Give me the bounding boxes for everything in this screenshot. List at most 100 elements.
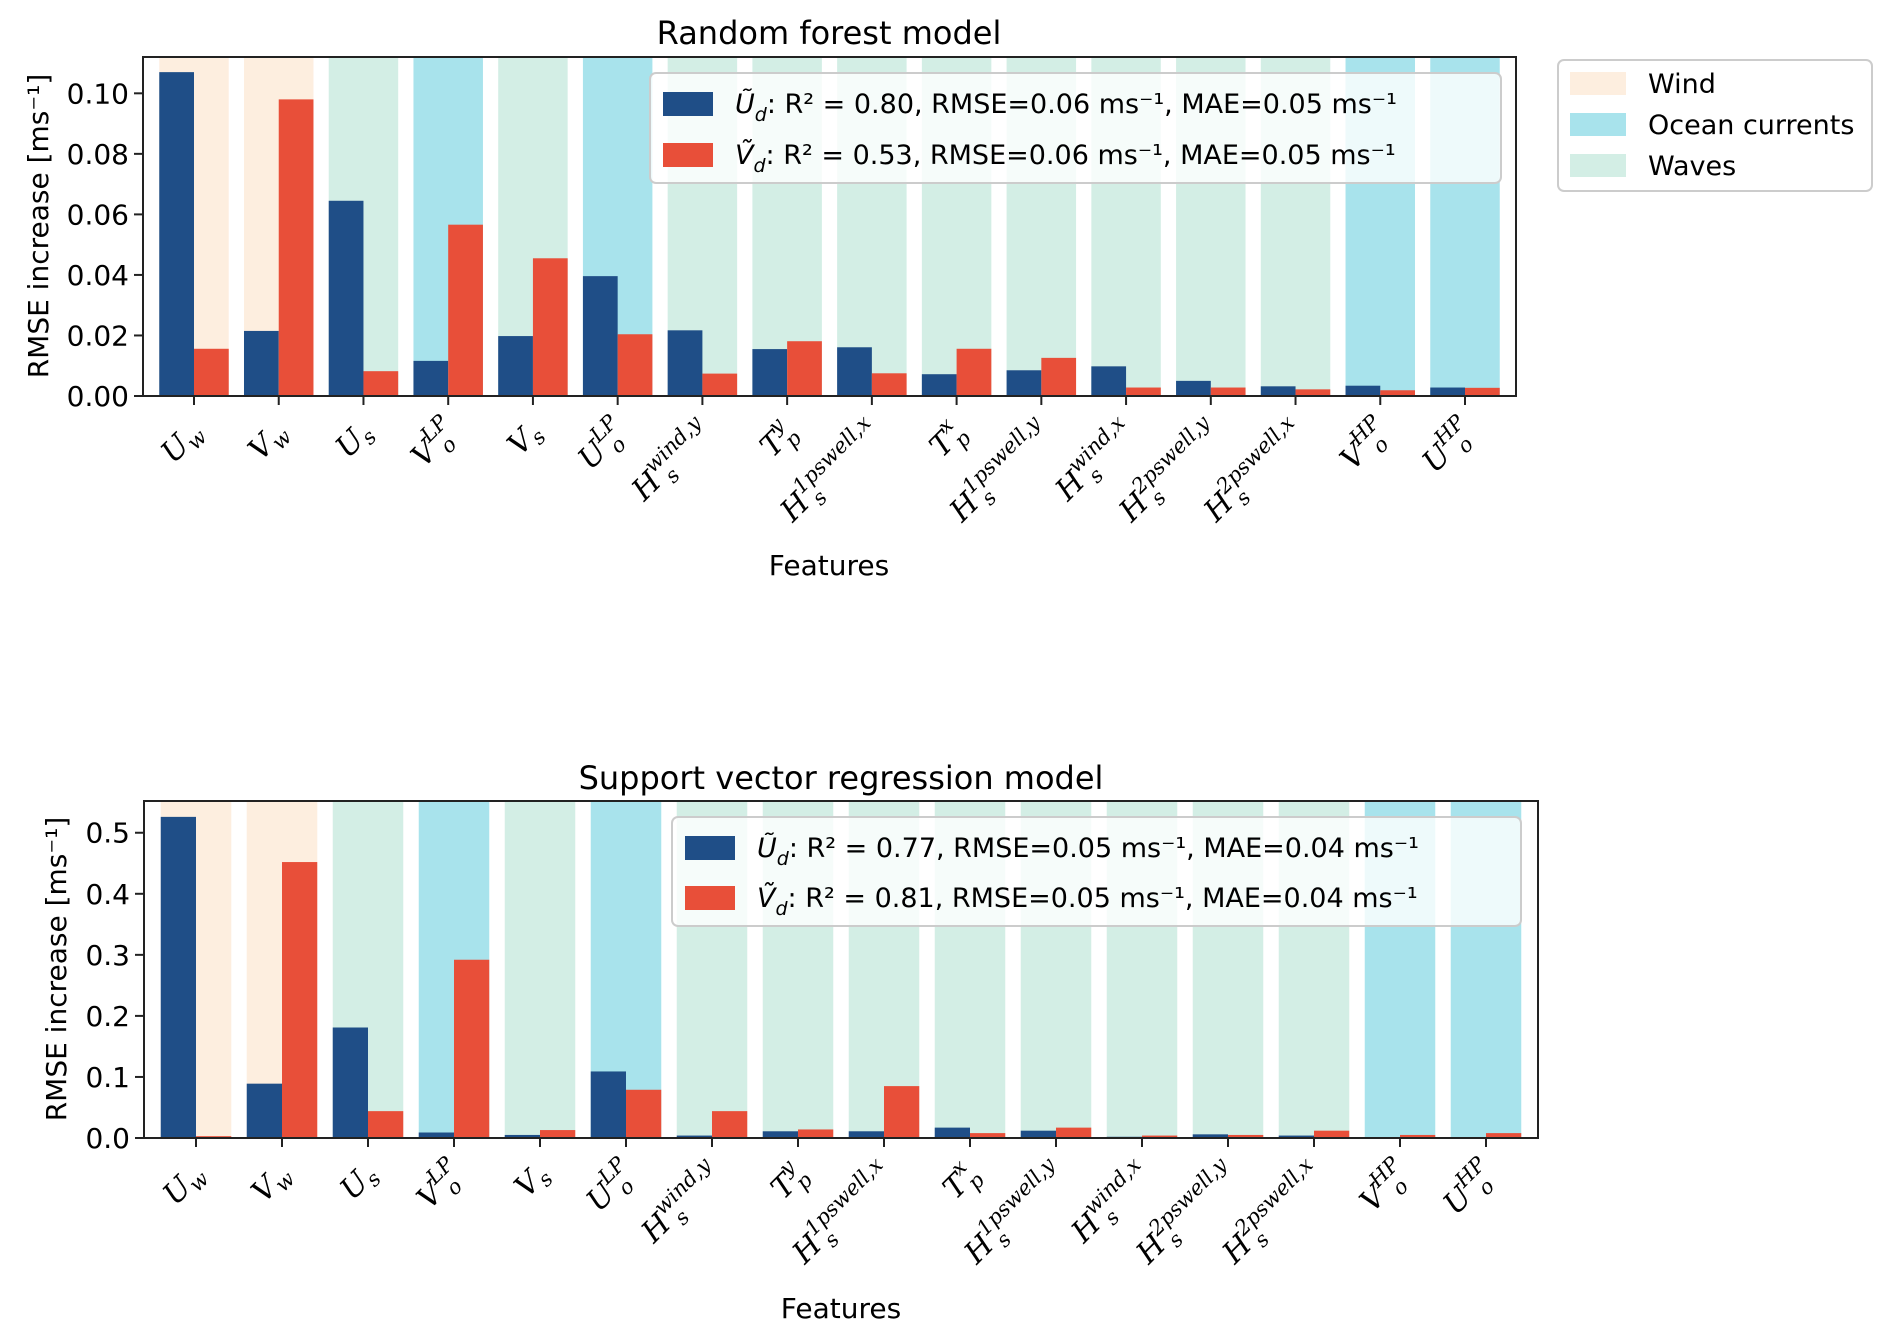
legend-swatch-u <box>663 92 713 116</box>
x-tick-label: VLPo <box>400 409 468 477</box>
bar-v-d <box>454 959 490 1138</box>
category-legend-frame <box>1557 59 1873 192</box>
y-tick-label: 0.00 <box>67 380 129 413</box>
bar-u-d <box>848 1131 884 1138</box>
bar-u-d <box>921 374 957 396</box>
bar-u-d <box>1192 1134 1228 1138</box>
y-tick-label: 0.4 <box>85 878 130 911</box>
y-tick-label: 0.2 <box>85 1000 130 1033</box>
x-axis-label: Features <box>769 549 889 582</box>
x-tick-label: ULPo <box>567 409 638 480</box>
y-tick-label: 0.3 <box>85 939 130 972</box>
y-tick-label: 0.5 <box>85 817 130 850</box>
bar-v-d <box>278 99 314 396</box>
chart-title: Support vector regression model <box>579 759 1104 797</box>
x-tick-label: VLPo <box>406 1151 474 1219</box>
bar-u-d <box>676 1135 712 1138</box>
bar-v-d <box>1486 1133 1522 1138</box>
y-tick-label: 0.0 <box>85 1122 130 1155</box>
bar-v-d <box>1314 1130 1350 1138</box>
bar-v-d <box>194 348 229 396</box>
bar-v-d <box>368 1111 404 1138</box>
series-legend: Ũd: R² = 0.77, RMSE=0.05 ms⁻¹, MAE=0.04 … <box>671 816 1522 927</box>
y-tick-label: 0.1 <box>85 1061 130 1094</box>
bar-v-d <box>702 373 738 396</box>
x-tick-label: Us <box>329 415 382 468</box>
x-tick-label: Uw <box>154 415 211 472</box>
bar-u-d <box>243 330 279 396</box>
bar-u-d <box>246 1083 282 1138</box>
legend-label-v: Ṽd: R² = 0.81, RMSE=0.05 ms⁻¹, MAE=0.04… <box>757 882 1418 920</box>
bar-u-d <box>1176 380 1211 396</box>
chart-title: Random forest model <box>657 14 1002 52</box>
bar-u-d <box>1020 1130 1056 1138</box>
x-tick-label: Vw <box>245 1157 300 1212</box>
legend-frame <box>649 72 1502 184</box>
bars <box>160 816 1522 1138</box>
bar-v-d <box>532 258 568 396</box>
bar-v-d <box>884 1086 920 1138</box>
legend-swatch-v <box>663 143 713 167</box>
x-axis: Uw Vw Us VLPo Vs ULPo Hwind,ys TypH1pswell,x… <box>156 1138 1499 1272</box>
bar-v-d <box>1056 1127 1092 1138</box>
bar-u-d <box>413 360 449 396</box>
legend-label-u: Ũd: R² = 0.77, RMSE=0.05 ms⁻¹, MAE=0.04 … <box>757 832 1419 870</box>
legend-label-waves: Waves <box>1648 151 1736 182</box>
x-tick-label: Typ <box>760 1153 817 1210</box>
chart-support-vector-regression: Support vector regression model 0.0 0.1 0.… <box>40 759 1539 1325</box>
bar-v-d <box>1400 1134 1436 1138</box>
x-tick-label: Vw <box>242 415 297 470</box>
y-axis-label: RMSE increase [ms⁻¹] <box>22 74 55 379</box>
legend-swatch-ocean-currents <box>1570 113 1626 136</box>
y-tick-label: 0.08 <box>67 138 129 171</box>
bar-v-d <box>617 334 653 396</box>
x-tick-label: Hwind,ys <box>630 1152 732 1254</box>
category-legend: Wind Ocean currents Waves <box>1557 59 1873 192</box>
legend-label-u: Ũd: R² = 0.80, RMSE=0.06 ms⁻¹, MAE=0.05 … <box>735 88 1397 126</box>
y-tick-label: 0.02 <box>67 319 129 352</box>
category-band-waves <box>504 801 576 1138</box>
y-axis-label: RMSE increase [ms⁻¹] <box>40 817 73 1122</box>
bar-u-d <box>498 336 533 396</box>
y-tick-label: 0.10 <box>67 77 129 110</box>
x-tick-label: Vs <box>501 415 551 465</box>
bar-u-d <box>332 1027 368 1138</box>
x-tick-label: UHPo <box>1411 409 1485 483</box>
x-tick-label: Us <box>333 1157 386 1210</box>
series-legend: Ũd: R² = 0.80, RMSE=0.06 ms⁻¹, MAE=0.05 … <box>649 72 1502 184</box>
y-tick-label: 0.06 <box>67 198 129 231</box>
x-tick-label: VHPo <box>1349 1151 1420 1222</box>
bar-u-d <box>582 276 618 396</box>
bar-v-d <box>798 1129 834 1138</box>
bar-u-d <box>934 1127 970 1138</box>
bar-v-d <box>282 862 318 1138</box>
plot-frame <box>142 56 1517 397</box>
bar-u-d <box>418 1132 454 1138</box>
legend-swatch-wind <box>1570 72 1626 95</box>
y-tick-label: 0.04 <box>67 259 129 292</box>
bar-u-d <box>667 330 703 396</box>
chart-random-forest: Random forest model 0.00 0.02 0.04 0.06 0.08… <box>22 14 1517 582</box>
bar-v-d <box>626 1089 662 1138</box>
bar-u-d <box>590 1071 626 1138</box>
bar-v-d <box>363 371 399 396</box>
x-tick-label: Uw <box>156 1157 213 1214</box>
bar-u-d <box>159 72 194 397</box>
x-tick-label: VHPo <box>1329 409 1400 480</box>
x-tick-label: Txp <box>932 1153 989 1210</box>
bar-u-d <box>837 347 872 396</box>
bar-v-d <box>1142 1135 1178 1138</box>
bar-v-d <box>787 341 822 396</box>
bar-u-d <box>1091 366 1127 396</box>
legend-swatch-waves <box>1570 154 1626 177</box>
bar-v-d <box>1295 389 1331 396</box>
bar-v-d <box>1380 390 1416 396</box>
bar-v-d <box>1210 387 1246 396</box>
legend-label-wind: Wind <box>1648 69 1716 100</box>
legend-label-ocean-currents: Ocean currents <box>1648 110 1854 141</box>
bar-v-d <box>1465 387 1500 396</box>
legend-swatch-u <box>685 836 735 860</box>
bar-u-d <box>762 1131 798 1138</box>
x-tick-label: Typ <box>749 411 806 468</box>
y-axis: 0.00 0.02 0.04 0.06 0.08 0.10 <box>67 77 143 413</box>
